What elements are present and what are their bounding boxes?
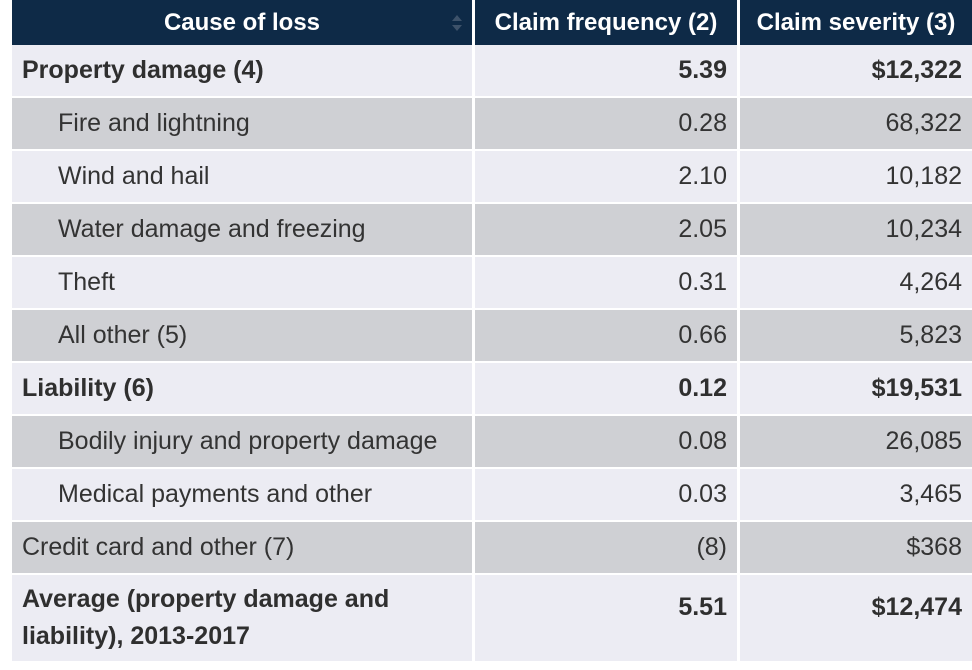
sort-icon[interactable] (452, 14, 462, 31)
frequency-cell: 0.28 (475, 98, 740, 149)
frequency-cell: 2.10 (475, 151, 740, 202)
table-row: Medical payments and other 0.03 3,465 (12, 469, 972, 522)
cause-cell: Water damage and freezing (12, 204, 475, 255)
table-row-average: Average (property damage and liability),… (12, 575, 972, 663)
severity-cell: 68,322 (740, 98, 972, 149)
cause-cell: Wind and hail (12, 151, 475, 202)
column-header-frequency-label: Claim frequency (2) (494, 8, 718, 36)
severity-cell: $368 (740, 522, 972, 573)
table-row: Property damage (4) 5.39 $12,322 (12, 45, 972, 98)
frequency-cell: 0.31 (475, 257, 740, 308)
frequency-cell: 2.05 (475, 204, 740, 255)
severity-cell: $12,322 (740, 45, 972, 96)
cause-cell: Theft (12, 257, 475, 308)
column-header-severity[interactable]: Claim severity (3) (740, 0, 972, 45)
cause-cell: Average (property damage and liability),… (12, 575, 475, 661)
column-header-severity-label: Claim severity (3) (756, 8, 956, 36)
severity-cell: 10,234 (740, 204, 972, 255)
cause-cell: Property damage (4) (12, 45, 475, 96)
frequency-cell: 0.12 (475, 363, 740, 414)
table-row: Water damage and freezing 2.05 10,234 (12, 204, 972, 257)
frequency-cell: 5.39 (475, 45, 740, 96)
frequency-cell: (8) (475, 522, 740, 573)
severity-cell: 4,264 (740, 257, 972, 308)
table-row: Bodily injury and property damage 0.08 2… (12, 416, 972, 469)
cause-cell: All other (5) (12, 310, 475, 361)
cause-cell: Credit card and other (7) (12, 522, 475, 573)
cause-cell: Bodily injury and property damage (12, 416, 475, 467)
column-header-cause-label: Cause of loss (163, 8, 321, 36)
table-row: Wind and hail 2.10 10,182 (12, 151, 972, 204)
severity-cell: 10,182 (740, 151, 972, 202)
severity-cell: $19,531 (740, 363, 972, 414)
table-row: Fire and lightning 0.28 68,322 (12, 98, 972, 151)
frequency-cell: 0.66 (475, 310, 740, 361)
severity-cell: $12,474 (740, 575, 972, 661)
frequency-cell: 0.08 (475, 416, 740, 467)
cause-cell: Liability (6) (12, 363, 475, 414)
severity-cell: 5,823 (740, 310, 972, 361)
column-header-frequency[interactable]: Claim frequency (2) (475, 0, 740, 45)
claims-table: Cause of loss Claim frequency (2) Claim … (12, 0, 972, 663)
column-header-cause[interactable]: Cause of loss (12, 0, 475, 45)
frequency-cell: 0.03 (475, 469, 740, 520)
cause-cell: Fire and lightning (12, 98, 475, 149)
severity-cell: 3,465 (740, 469, 972, 520)
table-header-row: Cause of loss Claim frequency (2) Claim … (12, 0, 972, 45)
severity-cell: 26,085 (740, 416, 972, 467)
cause-cell: Medical payments and other (12, 469, 475, 520)
frequency-cell: 5.51 (475, 575, 740, 661)
table-row: Credit card and other (7) (8) $368 (12, 522, 972, 575)
table-row: All other (5) 0.66 5,823 (12, 310, 972, 363)
table-row: Theft 0.31 4,264 (12, 257, 972, 310)
table-row: Liability (6) 0.12 $19,531 (12, 363, 972, 416)
